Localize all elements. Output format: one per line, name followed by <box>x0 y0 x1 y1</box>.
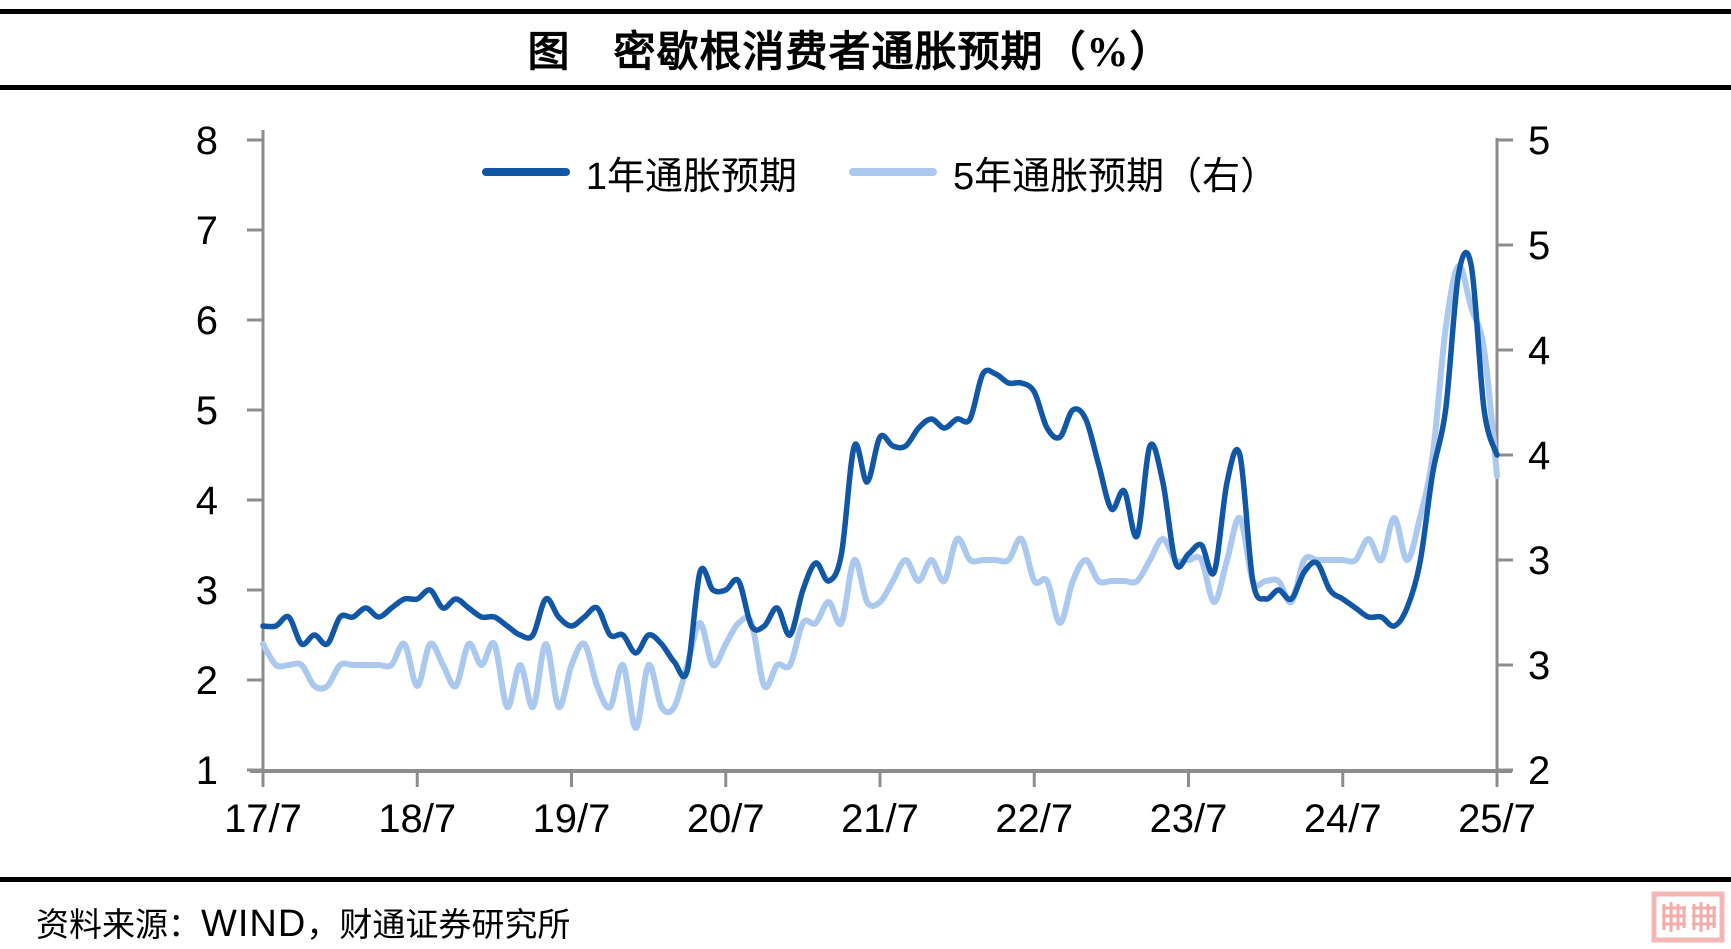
series-line-1y-expectation <box>260 249 1500 680</box>
left-axis-tick-label: 1 <box>196 749 218 793</box>
top-divider <box>0 9 1731 14</box>
title-divider <box>0 85 1731 90</box>
source-label: 资料来源： <box>36 908 201 944</box>
right-axis-tick-label: 3 <box>1528 539 1550 583</box>
left-axis-tick-label: 7 <box>196 209 218 253</box>
right-axis-tick-label: 3 <box>1528 644 1550 688</box>
x-axis-tick-label: 25/7 <box>1458 797 1536 841</box>
left-axis-tick-label: 2 <box>196 659 218 703</box>
chart-legend: 1年通胀预期 5年通胀预期（右） <box>263 144 1497 200</box>
x-axis-tick-label: 23/7 <box>1150 797 1228 841</box>
left-axis-tick-label: 3 <box>196 569 218 613</box>
right-axis-tick-label: 4 <box>1528 329 1550 373</box>
series-line-5y-expectation <box>260 262 1500 731</box>
legend-item-1y: 1年通胀预期 <box>481 145 797 200</box>
left-axis-tick-label: 6 <box>196 299 218 343</box>
x-axis-tick-label: 17/7 <box>224 797 302 841</box>
x-axis-tick-label: 18/7 <box>378 797 456 841</box>
x-axis-tick-label: 21/7 <box>841 797 919 841</box>
right-axis-tick-label: 2 <box>1528 749 1550 793</box>
x-axis-tick-label: 19/7 <box>533 797 611 841</box>
legend-label-1y: 1年通胀预期 <box>585 155 797 198</box>
x-axis-tick-label: 20/7 <box>687 797 765 841</box>
watermark-seal-icon <box>1651 891 1725 943</box>
source-note: 资料来源： WIND ，财通证券研究所 <box>36 898 571 945</box>
left-axis-tick-label: 5 <box>196 389 218 433</box>
left-axis-tick-label: 4 <box>196 479 218 523</box>
legend-swatch-1y-line <box>481 168 570 176</box>
left-axis-tick-label: 8 <box>196 119 218 163</box>
right-axis-tick-label: 5 <box>1528 224 1550 268</box>
chart-title: 图 密歇根消费者通胀预期（%） <box>527 30 1173 76</box>
legend-item-5y: 5年通胀预期（右） <box>849 145 1278 200</box>
right-axis-tick-label: 4 <box>1528 434 1550 478</box>
legend-label-5y: 5年通胀预期（右） <box>953 155 1279 198</box>
legend-swatch-5y-line <box>849 168 937 176</box>
right-axis-tick-label: 5 <box>1528 119 1550 163</box>
footer-divider <box>0 877 1731 882</box>
source-institution: ，财通证券研究所 <box>306 908 571 944</box>
x-axis-tick-label: 22/7 <box>995 797 1073 841</box>
source-wind: WIND <box>201 903 307 945</box>
x-axis-tick-label: 24/7 <box>1304 797 1382 841</box>
